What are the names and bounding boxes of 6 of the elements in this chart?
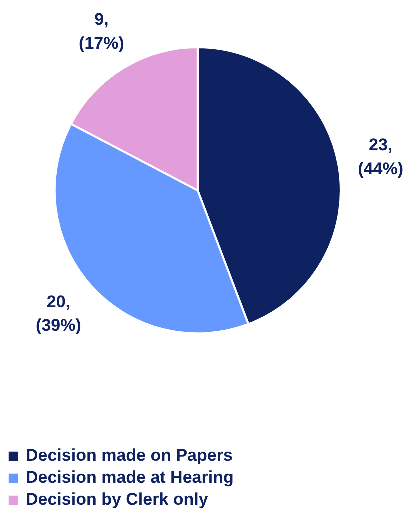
- legend-label: Decision made at Hearing: [26, 468, 234, 488]
- legend-label: Decision made on Papers: [26, 446, 233, 466]
- legend-label: Decision by Clerk only: [26, 490, 208, 510]
- data-label: 23, (44%): [358, 136, 404, 178]
- data-label: 20, (39%): [36, 292, 82, 336]
- data-label: 9, (17%): [79, 10, 124, 53]
